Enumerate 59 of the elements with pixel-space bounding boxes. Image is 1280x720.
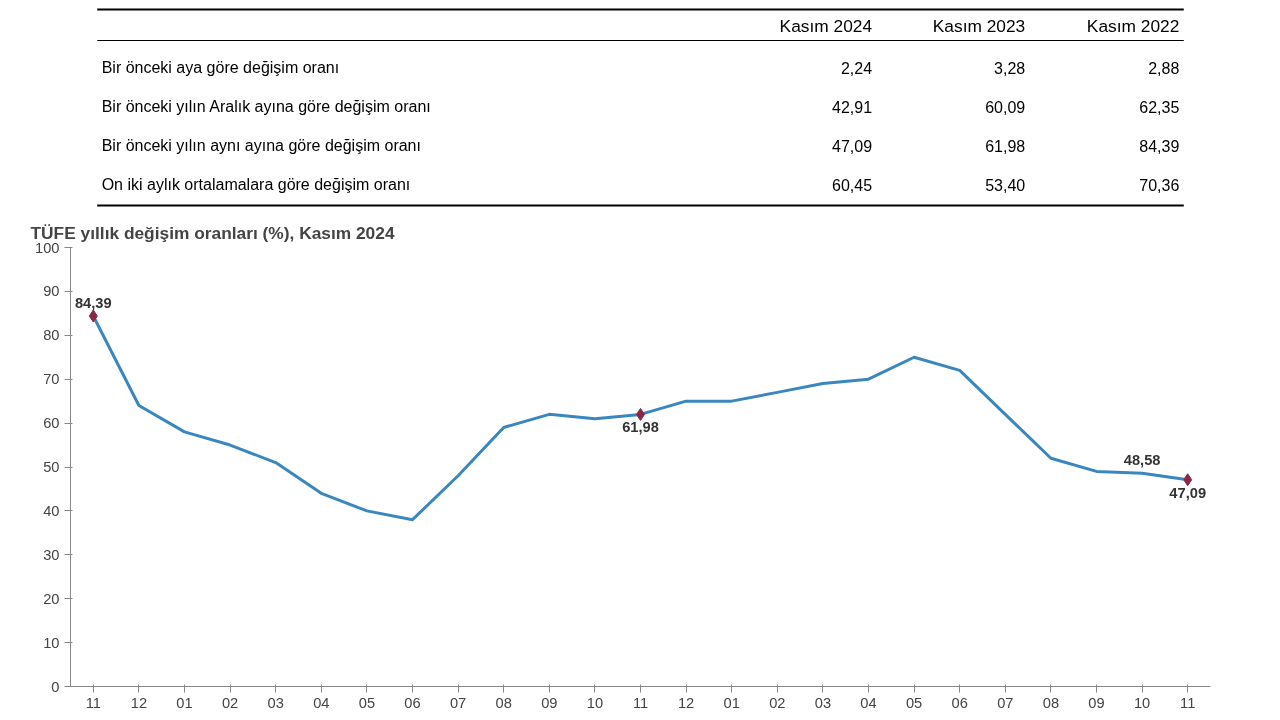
x-tick-label: 12: [677, 694, 695, 711]
x-tick-label: 08: [1042, 694, 1060, 711]
text: Kasım 2023: [932, 15, 1026, 36]
category-label: Bir önceki yılın Aralık ayına göre değişim oranı: [101, 98, 431, 115]
data-label: 47,09: [832, 137, 873, 155]
data-label: 2,88: [1148, 59, 1180, 77]
x-tick-label: 10: [1133, 694, 1151, 711]
data-label: 61,98: [622, 419, 659, 436]
y-tick-label: 70: [43, 371, 60, 388]
data-label: 70,36: [1139, 176, 1180, 194]
data-label: 84,39: [1139, 137, 1180, 155]
data-label: 3,28: [994, 59, 1026, 77]
y-tick-label: 0: [51, 678, 60, 695]
data-label: 60,45: [832, 176, 873, 194]
x-tick-label: 07: [997, 694, 1014, 711]
x-tick-label: 11: [85, 694, 101, 711]
x-tick-label: 06: [951, 694, 968, 711]
x-tick-label: 03: [267, 694, 284, 711]
x-tick-label: 11: [1180, 694, 1196, 711]
y-tick-label: 90: [43, 283, 60, 300]
point: [1183, 473, 1193, 487]
data-label: 60,09: [985, 98, 1026, 116]
x-tick-label: 12: [130, 694, 148, 711]
y-tick-label: 80: [43, 327, 60, 344]
x-tick-label: 01: [723, 694, 740, 711]
data-label: 42,91: [832, 98, 873, 116]
y-tick-label: 10: [43, 634, 60, 651]
x-tick-label: 04: [860, 694, 877, 711]
x-tick-label: 04: [313, 694, 330, 711]
x-tick-label: 09: [1088, 694, 1105, 711]
x-tick-label: 06: [404, 694, 421, 711]
y-tick-label: 40: [43, 502, 60, 519]
x-tick-label: 03: [814, 694, 832, 711]
category-label: On iki aylık ortalamalara göre değişim oranı: [101, 176, 411, 193]
x-tick-label: 09: [541, 694, 558, 711]
data-label: 47,09: [1169, 484, 1207, 501]
data-label: 2,24: [840, 59, 873, 77]
category-label: Bir önceki aya göre değişim oranı: [101, 59, 340, 76]
x-tick-label: 02: [769, 694, 786, 711]
data-label: 61,98: [985, 137, 1026, 155]
y-tick-label: 50: [43, 459, 60, 475]
y-tick-label: 60: [43, 415, 60, 432]
x-tick-label: 11: [632, 694, 649, 711]
x-tick-label: 01: [176, 694, 193, 711]
x-tick-label: 10: [586, 694, 604, 711]
data-label: 62,35: [1139, 98, 1180, 116]
x-tick-label: 02: [221, 694, 239, 711]
text: Kasım 2022: [1086, 15, 1180, 36]
x-tick-label: 07: [449, 694, 467, 711]
data-label: 48,58: [1123, 452, 1161, 469]
x-tick-label: 08: [495, 694, 512, 711]
text: Kasım 2024: [779, 15, 873, 36]
y-tick-label: 20: [43, 590, 60, 607]
data-label: 53,40: [985, 176, 1026, 194]
x-tick-label: 05: [905, 694, 923, 711]
x-tick-label: 05: [358, 694, 376, 711]
y-tick-label: 30: [43, 546, 60, 563]
data-label: 84,39: [74, 295, 112, 312]
category-label: Bir önceki yılın aynı ayına göre değişim oranı: [101, 137, 421, 154]
